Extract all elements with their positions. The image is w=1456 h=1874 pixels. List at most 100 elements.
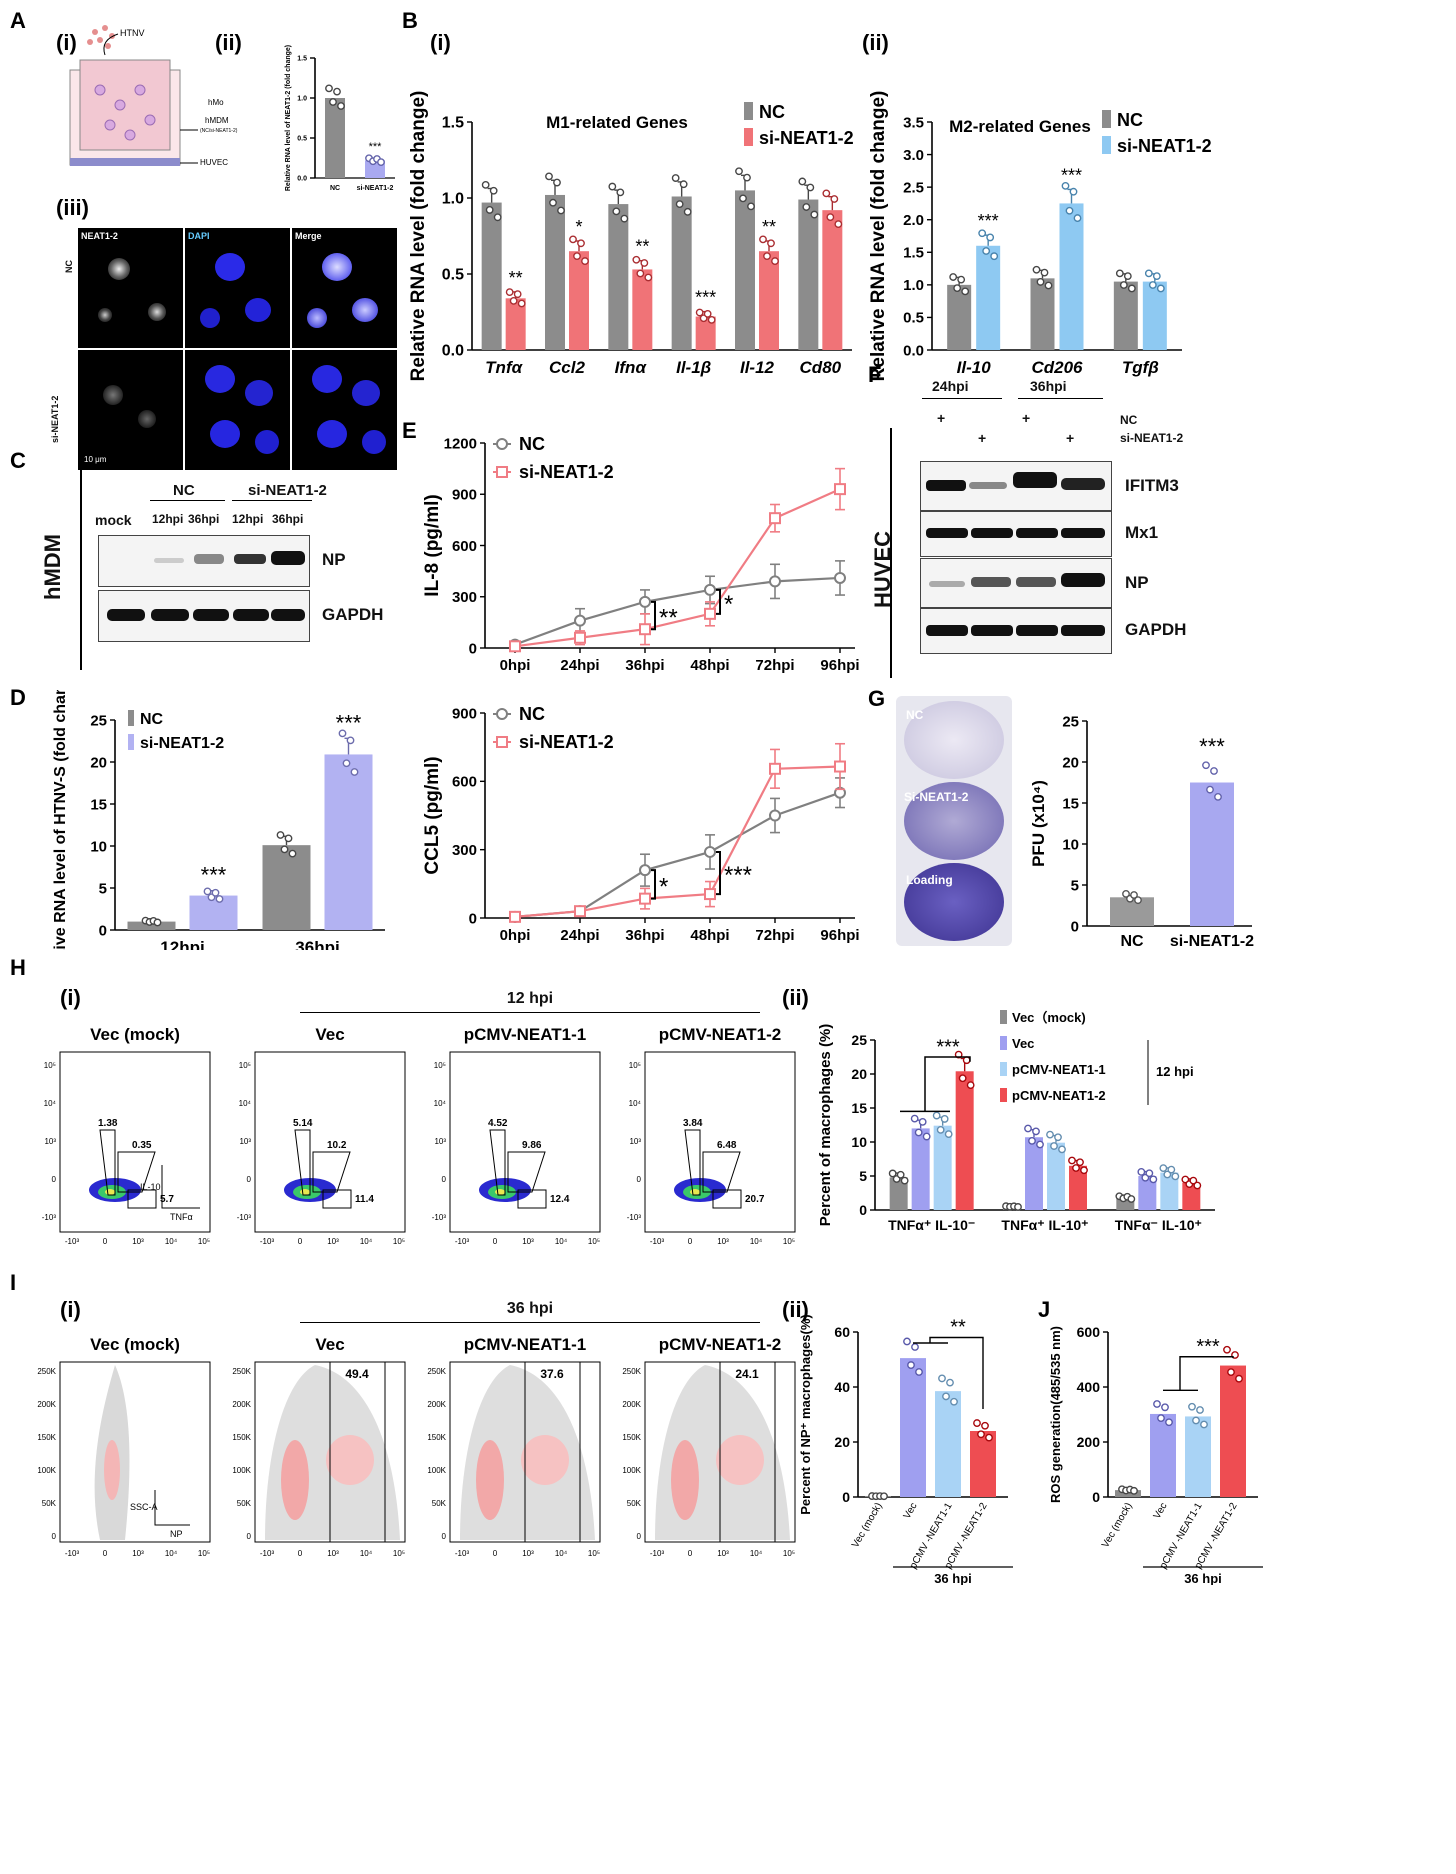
flow-i-xtick: -10³: [65, 1549, 80, 1558]
d-sig: ***: [201, 863, 227, 888]
b-i-dot: [671, 174, 680, 182]
i-ii-dot: [915, 1368, 923, 1376]
b-i-dot: [481, 180, 490, 189]
western-f-gapdh-blot: [920, 608, 1112, 654]
h-ii-bar: [1069, 1165, 1087, 1210]
h-ii-ylabel: Percent of macrophages (%): [817, 1024, 834, 1227]
schematic-cell1: hMo: [208, 98, 224, 107]
flow-i-title: pCMV-NEAT1-1: [464, 1335, 586, 1354]
b-i-sig: **: [635, 237, 649, 257]
flow-h-axis-x: TNFα: [170, 1212, 193, 1222]
e-top-legend-label: si-NEAT1-2: [519, 462, 614, 482]
b-ii-dot: [1127, 284, 1136, 293]
d-ytick-label: 15: [90, 796, 107, 813]
g-ytick-label: 5: [1071, 877, 1079, 894]
flow-h-frame: [59, 1051, 211, 1233]
b-i-ytick-label: 1.5: [442, 115, 464, 132]
i-ii-bar: [900, 1358, 926, 1497]
flow-i-xtick: 10⁴: [360, 1549, 373, 1558]
i-ii-xtick-label: Vec: [902, 1501, 920, 1521]
g-dot: [1122, 889, 1130, 898]
panel-i-sub-ii: (ii): [782, 1297, 809, 1322]
d-ytick-label: 20: [90, 754, 107, 771]
flow-i-ytick: 150K: [37, 1433, 56, 1442]
h-ii-legend-swatch: [1000, 1036, 1007, 1050]
j-group-label: 36 hpi: [1184, 1571, 1222, 1585]
j-dot: [1235, 1374, 1243, 1383]
b-i-bar: [569, 251, 589, 350]
e-top-xtick-label: 36hpi: [625, 657, 664, 674]
b-ii-dot: [1156, 284, 1165, 293]
b-i-dot: [703, 309, 712, 318]
chart-h-ii: 0 5 10 15 20 25 Percent of macrophages (%) TNFα…: [817, 1010, 1215, 1233]
g-bar: [1190, 782, 1234, 926]
flow-h-q2: 9.86: [522, 1140, 542, 1151]
b-ii-dot: [1065, 206, 1074, 215]
h-ii-dot: [1028, 1136, 1036, 1145]
western-f-band-mx1: Mx1: [1125, 523, 1159, 542]
e-bottom-xtick-label: 48hpi: [690, 927, 729, 944]
flow-i-ytick: 50K: [237, 1499, 252, 1508]
micro-nc-neat: NEAT1-2: [78, 228, 183, 348]
h-ii-dot: [1137, 1168, 1146, 1176]
h-ii-legend-swatch: [1000, 1088, 1007, 1102]
i-ii-xtick-label: Vec (mock): [850, 1501, 885, 1550]
b-i-dot: [759, 235, 767, 244]
e-bottom-sig: *: [659, 873, 668, 900]
flow-h-xtick: 0: [298, 1237, 303, 1246]
e-bottom-ytick-label: 900: [452, 705, 477, 722]
h-ii-xtick-label: TNFα⁺ IL-10⁺: [1001, 1217, 1088, 1233]
b-i-bar: [481, 202, 502, 350]
flow-h-q1: 4.52: [488, 1118, 508, 1129]
h-ii-bar: [1138, 1176, 1157, 1210]
j-sig: ***: [1196, 1336, 1220, 1358]
i-ii-dot: [973, 1419, 981, 1427]
b-i-xtick-label: Cd80: [800, 358, 842, 377]
flow-h-ytick: 0: [637, 1175, 642, 1184]
h-ii-legend-label: pCMV-NEAT1-2: [1012, 1088, 1106, 1103]
micro-nc-merge: Merge: [292, 228, 397, 348]
flow-i-ytick: 200K: [37, 1400, 56, 1409]
d-legend-swatch: [128, 734, 134, 750]
flow-i-xtick: 10³: [717, 1549, 729, 1558]
flow-h-q1: 1.38: [98, 1118, 118, 1129]
h-ii-dot: [1036, 1140, 1044, 1149]
h-ii-bar: [889, 1177, 908, 1210]
i-ii-dot: [880, 1492, 888, 1501]
i-ii-dot: [977, 1430, 985, 1439]
g-ytick-label: 25: [1062, 713, 1079, 730]
micro-si-merge: [292, 350, 397, 470]
g-dot: [1130, 891, 1138, 899]
e-bottom-xtick-label: 0hpi: [500, 927, 531, 944]
flow-h-ytick: 10³: [239, 1137, 251, 1146]
b-ii-dot: [949, 273, 958, 281]
b-i-dot: [695, 308, 704, 317]
panel-label-h: H: [10, 955, 26, 980]
b-i-dot: [834, 220, 843, 229]
e-top-point: [769, 575, 781, 588]
j-dot: [1165, 1418, 1173, 1427]
b-i-dot: [557, 206, 565, 215]
h-ii-dot: [1050, 1142, 1058, 1150]
i-ii-bar: [935, 1391, 961, 1497]
b-i-sig: *: [575, 217, 582, 237]
flow-h-ytick: 10⁴: [239, 1099, 252, 1108]
western-f-plus-1: +: [937, 410, 946, 426]
h-ii-dot: [936, 1125, 945, 1134]
b-i-dot: [735, 167, 743, 176]
e-top-ylabel: IL-8 (pg/ml): [422, 494, 443, 596]
flow-h-gate-1: [294, 1129, 311, 1196]
western-c-group-si: si-NEAT1-2: [248, 482, 327, 499]
b-ii-dot: [1061, 181, 1070, 190]
e-top-point: [704, 583, 716, 596]
virus-label: HTNV: [120, 28, 145, 38]
chart-e-bottom: 0 300 600 900 CCL5 (pg/ml) 0hpi 24hpi 36hpi 48hp…: [422, 704, 860, 944]
e-top-xtick-label: 96hpi: [820, 657, 859, 674]
b-i-dot: [581, 257, 589, 265]
e-bottom-point: [769, 809, 781, 822]
h-ii-dot: [1080, 1166, 1088, 1175]
flow-h-xtick: -10³: [455, 1237, 470, 1246]
h-ii-legend-label: pCMV-NEAT1-1: [1012, 1062, 1106, 1077]
western-c-lane-1: mock: [95, 512, 132, 528]
b-i-dot: [489, 186, 498, 195]
